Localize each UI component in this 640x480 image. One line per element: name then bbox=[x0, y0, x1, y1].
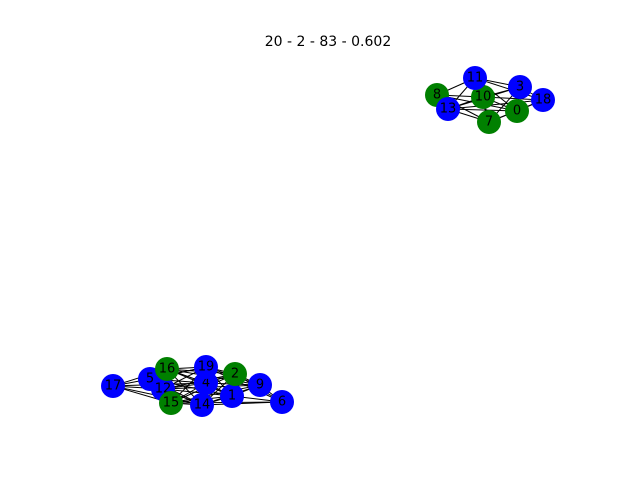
node-label-14: 14 bbox=[194, 398, 211, 413]
graph-title: 20 - 2 - 83 - 0.602 bbox=[264, 34, 392, 50]
node-16: 16 bbox=[155, 357, 179, 381]
node-label-5: 5 bbox=[146, 372, 154, 387]
node-label-10: 10 bbox=[475, 90, 492, 105]
edge-14-6 bbox=[201, 401, 283, 406]
node-7: 7 bbox=[477, 110, 501, 134]
node-19: 19 bbox=[194, 355, 218, 379]
edge-13-18 bbox=[447, 99, 544, 110]
node-17: 17 bbox=[101, 374, 125, 398]
node-circle-14 bbox=[190, 393, 214, 417]
node-14: 14 bbox=[190, 393, 214, 417]
node-label-1: 1 bbox=[228, 389, 236, 404]
node-circle-9 bbox=[248, 373, 272, 397]
node-circle-0 bbox=[505, 99, 529, 123]
node-label-4: 4 bbox=[202, 376, 210, 391]
node-label-19: 19 bbox=[198, 360, 215, 375]
node-circle-2 bbox=[223, 362, 247, 386]
node-3: 3 bbox=[508, 75, 532, 99]
node-circle-6 bbox=[270, 390, 294, 414]
node-11: 11 bbox=[463, 66, 487, 90]
node-0: 0 bbox=[505, 99, 529, 123]
node-15: 15 bbox=[159, 391, 183, 415]
node-circle-13 bbox=[436, 97, 460, 121]
node-label-18: 18 bbox=[535, 93, 552, 108]
node-18: 18 bbox=[531, 88, 555, 112]
node-circle-17 bbox=[101, 374, 125, 398]
node-label-13: 13 bbox=[440, 102, 457, 117]
node-label-15: 15 bbox=[163, 396, 180, 411]
node-circle-16 bbox=[155, 357, 179, 381]
node-label-2: 2 bbox=[231, 367, 239, 382]
node-label-16: 16 bbox=[159, 362, 176, 377]
node-label-0: 0 bbox=[513, 104, 521, 119]
node-label-17: 17 bbox=[105, 379, 122, 394]
node-13: 13 bbox=[436, 97, 460, 121]
node-label-11: 11 bbox=[467, 71, 484, 86]
node-label-9: 9 bbox=[256, 378, 264, 393]
node-6: 6 bbox=[270, 390, 294, 414]
node-label-3: 3 bbox=[516, 80, 524, 95]
node-circle-7 bbox=[477, 110, 501, 134]
node-2: 2 bbox=[223, 362, 247, 386]
node-label-8: 8 bbox=[433, 88, 441, 103]
node-label-7: 7 bbox=[485, 115, 493, 130]
node-10: 10 bbox=[471, 85, 495, 109]
node-9: 9 bbox=[248, 373, 272, 397]
node-1: 1 bbox=[220, 384, 244, 408]
node-circle-11 bbox=[463, 66, 487, 90]
node-circle-18 bbox=[531, 88, 555, 112]
edge-15-9 bbox=[170, 384, 261, 404]
node-label-6: 6 bbox=[278, 395, 286, 410]
node-circle-3 bbox=[508, 75, 532, 99]
node-circle-1 bbox=[220, 384, 244, 408]
node-circle-15 bbox=[159, 391, 183, 415]
node-circle-10 bbox=[471, 85, 495, 109]
node-circle-19 bbox=[194, 355, 218, 379]
